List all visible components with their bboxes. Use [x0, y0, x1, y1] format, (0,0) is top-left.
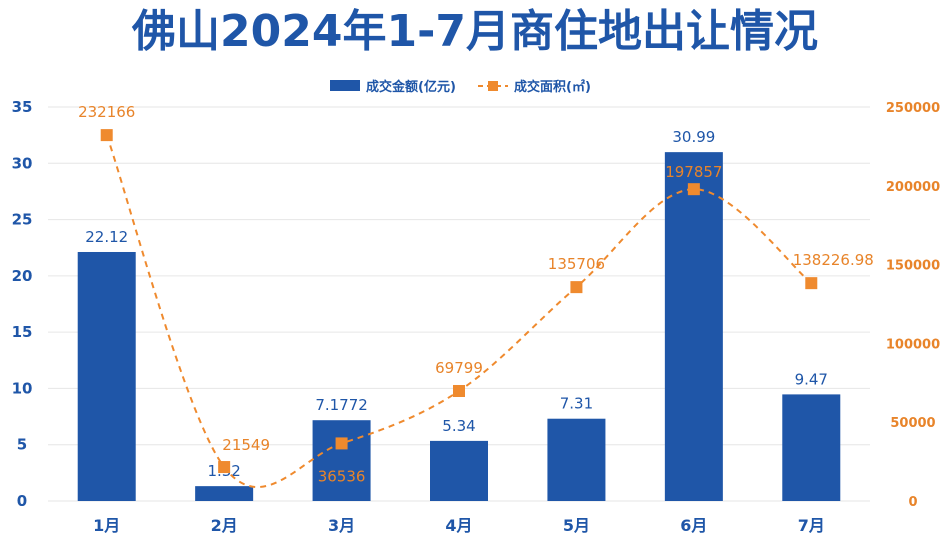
- bar: [547, 418, 606, 501]
- bar-value-label: 9.47: [795, 370, 828, 388]
- y-left-tick-label: 35: [12, 98, 33, 116]
- line-marker: [453, 384, 465, 397]
- y-left-tick-label: 30: [12, 154, 33, 172]
- x-tick-label: 5月: [563, 516, 590, 535]
- line-value-label: 197857: [665, 163, 722, 181]
- line-value-label: 69799: [435, 359, 483, 377]
- chart-title: 佛山2024年1-7月商住地出让情况: [132, 6, 818, 57]
- line-marker: [100, 129, 113, 142]
- legend-label-bar: 成交金额(亿元): [366, 79, 456, 95]
- y-right-tick-label: 150000: [886, 259, 940, 274]
- series-line-area: [105, 134, 812, 489]
- bar: [430, 440, 488, 501]
- bar: [782, 394, 841, 501]
- y-right-tick-label: 250000: [886, 101, 940, 116]
- x-tick-label: 1月: [93, 516, 120, 535]
- line-value-label: 232166: [78, 103, 135, 121]
- y-left-tick-label: 10: [12, 379, 33, 397]
- bar: [195, 486, 254, 501]
- bar-value-label: 5.34: [442, 417, 475, 435]
- y-right-tick-label: 0: [908, 495, 917, 510]
- x-tick-label: 3月: [328, 516, 355, 535]
- bar: [77, 251, 136, 501]
- line-value-label: 135706: [548, 255, 605, 273]
- line-value-label: 138226.98: [793, 251, 874, 269]
- line-value-label: 21549: [222, 436, 270, 454]
- legend-label-line: 成交面积(㎡): [514, 79, 591, 95]
- y-right-tick-label: 50000: [890, 416, 935, 431]
- legend-swatch-line: [488, 81, 498, 91]
- x-tick-label: 6月: [680, 516, 707, 535]
- line-marker: [805, 277, 818, 290]
- x-tick-label: 7月: [798, 516, 825, 535]
- y-left-tick-label: 0: [17, 492, 27, 510]
- y-right-tick-label: 100000: [886, 337, 940, 352]
- line-marker: [687, 183, 700, 196]
- line-value-label: 36536: [318, 467, 366, 485]
- line-marker: [570, 281, 583, 294]
- bar-value-label: 22.12: [85, 228, 128, 246]
- y-right-tick-label: 200000: [886, 180, 940, 195]
- bar-value-label: 30.99: [672, 128, 715, 146]
- legend-swatch-bar: [330, 80, 360, 91]
- x-tick-label: 4月: [445, 516, 472, 535]
- bar-value-label: 7.1772: [315, 396, 368, 414]
- y-left-tick-label: 15: [12, 323, 33, 341]
- y-left-tick-label: 5: [17, 436, 27, 454]
- bar: [664, 152, 723, 501]
- bar: [312, 420, 371, 501]
- bar-value-label: 7.31: [560, 395, 593, 413]
- line-marker: [335, 437, 348, 450]
- x-tick-label: 2月: [211, 516, 238, 535]
- y-left-tick-label: 20: [12, 267, 33, 285]
- line-marker: [218, 461, 231, 474]
- y-left-tick-label: 25: [12, 211, 33, 229]
